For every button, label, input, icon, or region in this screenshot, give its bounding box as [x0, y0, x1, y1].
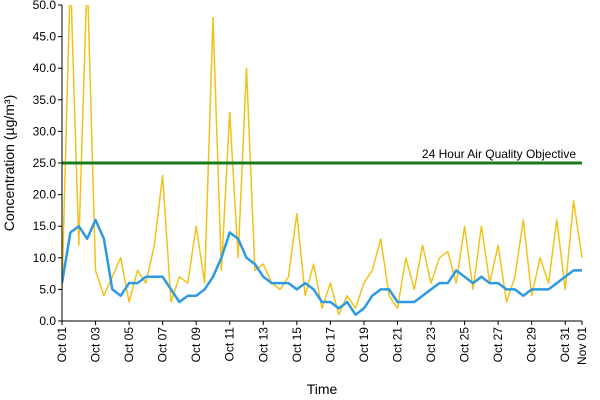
y-tick-label: 50.0	[33, 0, 57, 12]
y-tick-label: 40.0	[33, 61, 57, 75]
data-line	[62, 218, 582, 316]
x-tick-label: Oct 01	[55, 327, 69, 363]
x-tick-label: Oct 23	[424, 327, 438, 363]
y-tick-label: 45.0	[33, 30, 57, 44]
y-axis-title: Concentration (µg/m³)	[1, 95, 17, 231]
x-tick-label: Oct 11	[223, 327, 237, 362]
y-tick-label: 15.0	[33, 219, 57, 233]
y-tick-label: 30.0	[33, 124, 57, 138]
x-tick-label: Oct 25	[458, 327, 472, 363]
x-tick-label: Oct 05	[122, 327, 136, 363]
y-tick-label: 25.0	[33, 156, 57, 170]
x-axis-title: Time	[307, 381, 338, 397]
x-tick-label: Oct 17	[323, 327, 337, 363]
x-tick-label: Oct 13	[256, 327, 270, 363]
x-tick-label: Oct 15	[290, 327, 304, 363]
x-tick-label: Oct 03	[89, 327, 103, 363]
x-tick-label: Oct 27	[491, 327, 505, 363]
y-tick-label: 10.0	[33, 251, 57, 265]
y-tick-label: 20.0	[33, 188, 57, 202]
y-tick-label: 35.0	[33, 93, 57, 107]
y-tick-label: 0.0	[39, 314, 56, 328]
x-tick-label: Oct 31	[558, 327, 572, 363]
plot-area	[62, 5, 583, 316]
reference-label: 24 Hour Air Quality Objective	[422, 147, 576, 161]
x-tick-label: Oct 21	[390, 327, 404, 363]
y-tick-label: 5.0	[39, 282, 56, 296]
x-tick-label: Oct 07	[156, 327, 170, 363]
x-tick-label: Nov 01	[575, 327, 589, 365]
x-tick-label: Oct 09	[189, 327, 203, 363]
data-line	[62, 5, 583, 316]
x-tick-label: Oct 29	[525, 327, 539, 363]
x-tick-label: Oct 19	[357, 327, 371, 363]
